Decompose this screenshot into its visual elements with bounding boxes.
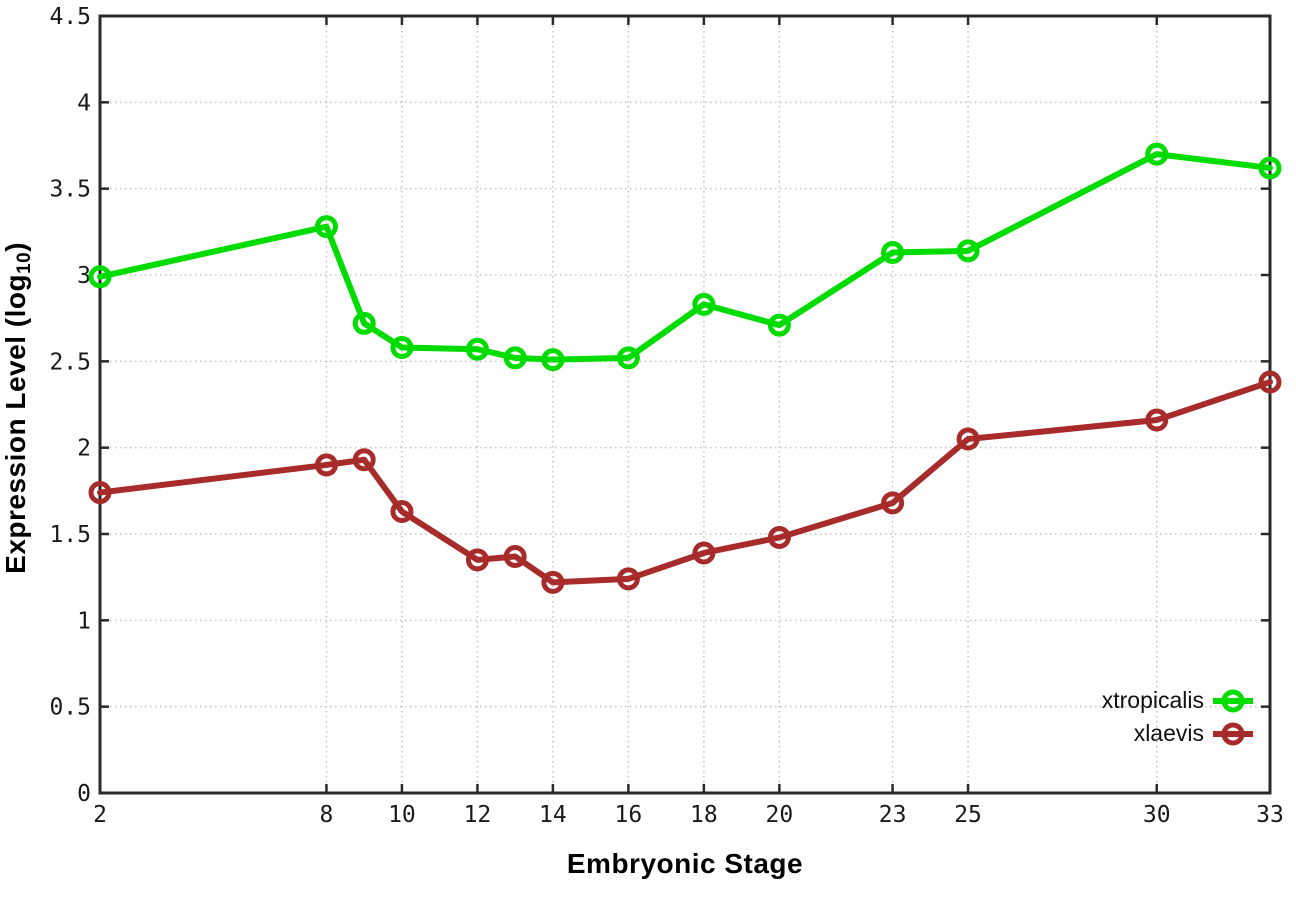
svg-text:8: 8 [320,802,334,828]
x-tick-labels: 2 8 10 12 14 16 18 20 23 25 30 33 [93,802,1284,828]
data-point [352,311,376,335]
svg-text:4.5: 4.5 [49,4,91,30]
data-point [1145,142,1169,166]
svg-text:0: 0 [77,781,91,807]
svg-text:3.5: 3.5 [49,177,91,203]
svg-text:23: 23 [879,802,907,828]
data-point [616,567,640,591]
data-point [881,491,905,515]
data-point [541,570,565,594]
svg-text:14: 14 [539,802,567,828]
data-point [314,215,338,239]
data-point [692,541,716,565]
y-axis-title-subscript: 10 [13,251,35,274]
svg-text:20: 20 [766,802,794,828]
data-point [692,292,716,316]
data-point [881,241,905,265]
svg-text:1: 1 [77,608,91,634]
data-point [1145,408,1169,432]
svg-text:0.5: 0.5 [49,695,91,721]
svg-text:33: 33 [1256,802,1284,828]
gridlines [100,16,1270,793]
data-point [541,348,565,372]
data-point [88,481,112,505]
legend-marker-xtropicalis-icon [1213,689,1253,712]
legend: xtropicalis xlaevis [1102,684,1253,750]
data-point [616,346,640,370]
legend-label-xlaevis: xlaevis [1133,720,1204,746]
data-point [1258,370,1282,394]
svg-text:18: 18 [690,802,718,828]
series-xlaevis [88,370,1282,594]
y-axis-title-close: ) [0,241,32,252]
legend-label-xtropicalis: xtropicalis [1101,687,1204,713]
svg-text:30: 30 [1143,802,1171,828]
svg-text:1.5: 1.5 [49,522,91,548]
data-point [465,548,489,572]
plot-border [98,14,1272,795]
svg-text:10: 10 [388,802,416,828]
data-point [88,265,112,289]
data-point [1258,156,1282,180]
svg-text:12: 12 [464,802,492,828]
data-point [956,427,980,451]
x-axis-title: Embryonic Stage [566,848,804,879]
tick-marks [98,14,1272,795]
data-point [503,544,527,568]
svg-text:16: 16 [615,802,643,828]
data-point [390,336,414,360]
data-point [465,337,489,361]
legend-row-xlaevis: xlaevis [1102,717,1253,750]
svg-text:4: 4 [77,90,91,116]
data-point [956,239,980,263]
legend-marker-xlaevis-icon [1213,722,1253,745]
data-point [767,525,791,549]
svg-text:3: 3 [77,263,91,289]
svg-text:2: 2 [93,802,107,828]
data-point [503,346,527,370]
data-point [314,453,338,477]
data-point [390,500,414,524]
y-axis-title: Expression Level (log10) [0,178,36,638]
data-point [352,448,376,472]
y-axis-title-text: Expression Level (log [0,273,32,574]
data-point [767,313,791,337]
legend-row-xtropicalis: xtropicalis [1102,684,1253,717]
svg-text:2.5: 2.5 [49,349,91,375]
svg-text:25: 25 [954,802,982,828]
svg-text:2: 2 [77,436,91,462]
series-xtropicalis [88,142,1282,372]
y-tick-labels: 0 0.5 1 1.5 2 2.5 3 3.5 4 4.5 [49,4,91,807]
